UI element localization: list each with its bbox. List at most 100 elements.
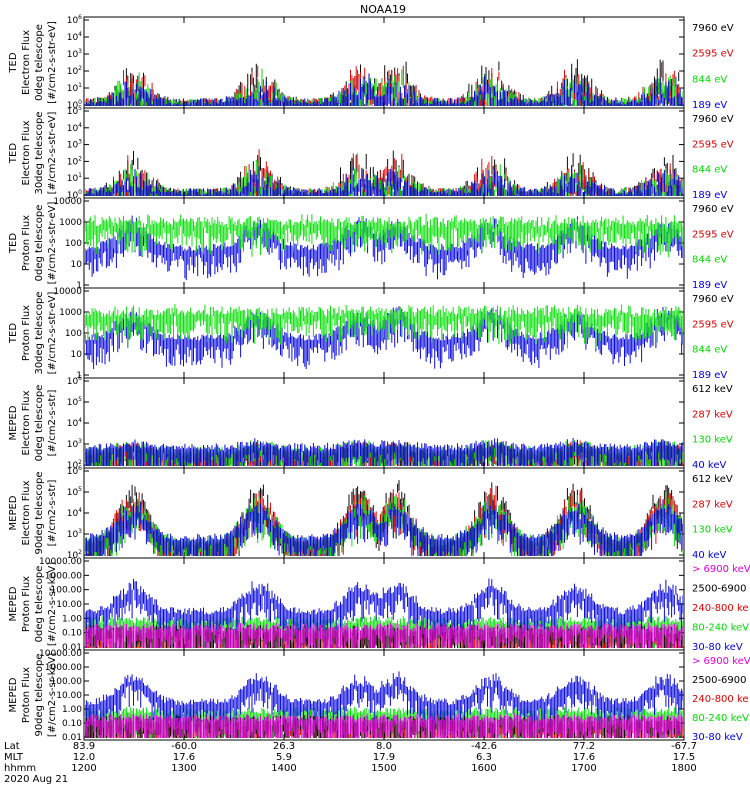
y-axis-label-line: Electron Flux <box>21 120 32 185</box>
tick-exponent: 6 <box>78 465 82 472</box>
y-tick-label: 10000 <box>53 287 82 297</box>
legend-entry: 7960 eV <box>692 294 734 305</box>
y-tick-label: 10 <box>71 260 83 270</box>
y-tick-label: 101 <box>67 82 82 94</box>
y-axis-label-line: TED <box>8 52 19 73</box>
y-axis-label-line: [#/cm2-s-str-eV] <box>47 202 58 285</box>
y-tick-label: 1000 <box>59 218 82 228</box>
y-axis-label-line: Electron Flux <box>21 30 32 95</box>
trace-blue <box>85 73 683 106</box>
trace-blue <box>85 165 683 196</box>
tick-exponent: 1 <box>78 172 82 179</box>
y-tick-label: 102 <box>67 155 82 167</box>
legend-entry: 844 eV <box>692 345 727 356</box>
x-axis-tick-label: 1200 <box>71 763 96 774</box>
tick-exponent: 2 <box>78 549 82 556</box>
x-axis-row-label: MLT <box>4 752 24 763</box>
y-tick-label: 106 <box>67 375 82 387</box>
x-axis-tick-label: 1400 <box>271 763 296 774</box>
y-tick-label: 10.00 <box>56 600 82 610</box>
legend-entry: 189 eV <box>692 190 727 201</box>
legend-entry: 30-80 keV <box>692 642 743 653</box>
legend-entry: 80-240 keV <box>692 713 749 724</box>
y-tick-label: 100 <box>65 329 82 339</box>
legend-entry: 40 keV <box>692 550 726 561</box>
trace-group <box>85 671 683 738</box>
x-axis-tick-label: 17.9 <box>373 752 395 763</box>
legend-entry: 2500-6900 <box>692 675 747 686</box>
y-axis-label-line: [#/cm2-s-sr-keV] <box>47 562 58 646</box>
legend-entry: 130 keV <box>692 525 733 536</box>
legend-entry: 844 eV <box>692 255 727 266</box>
y-axis-label-line: TED <box>8 143 19 164</box>
tick-exponent: 2 <box>78 155 82 162</box>
y-tick-label: 0.01 <box>62 643 82 653</box>
y-axis-label-line: Electron Flux <box>21 390 32 455</box>
y-axis-label-line: MEPED <box>8 677 19 712</box>
x-axis-tick-label: 1800 <box>671 763 696 774</box>
tick-exponent: 5 <box>78 105 82 112</box>
y-tick-label: 1000.00 <box>45 663 82 673</box>
y-axis-label-line: Proton Flux <box>21 215 32 271</box>
panel-ted-p-30: 10000 1000 100 10 1 TED Proton Flux 30deg teles… <box>8 287 734 381</box>
tick-exponent: 4 <box>78 417 82 424</box>
y-axis-label-line: MEPED <box>8 586 19 621</box>
legend-entry: 189 eV <box>692 100 727 111</box>
y-tick-label: 10000.00 <box>39 649 82 659</box>
trace-blue <box>85 578 683 643</box>
legend-entry: > 6900 keV <box>692 564 750 575</box>
y-tick-label: 104 <box>67 507 82 519</box>
y-tick-label: 100 <box>65 239 82 249</box>
y-tick-label: 1000 <box>59 308 82 318</box>
y-tick-label: 104 <box>67 417 82 429</box>
legend-entry: 287 keV <box>692 499 733 510</box>
tick-exponent: 6 <box>78 14 82 21</box>
x-axis-tick-label: 1700 <box>571 763 596 774</box>
legend-entry: 2500-6900 <box>692 584 747 595</box>
legend-entry: 612 keV <box>692 384 733 395</box>
legend-entry: 287 keV <box>692 409 733 420</box>
legend-entry: 40 keV <box>692 460 726 471</box>
x-axis-group: LatMLThhmm83.912.01200-60.017.6130026.35… <box>4 741 697 785</box>
trace-group <box>85 438 683 466</box>
x-axis-tick-label: 17.6 <box>173 752 195 763</box>
y-axis-label-line: [#/cm2-s-sr-keV] <box>47 653 58 737</box>
legend-entry: 2595 eV <box>692 139 734 150</box>
y-tick-label: 100.00 <box>51 677 83 687</box>
y-tick-label: 1000.00 <box>45 571 82 581</box>
y-axis-label-line: TED <box>8 323 19 344</box>
y-tick-label: 0.10 <box>62 629 82 639</box>
tick-exponent: 4 <box>78 122 82 129</box>
x-axis-tick-label: 5.9 <box>276 752 292 763</box>
legend-entry: 130 keV <box>692 435 733 446</box>
y-tick-label: 10 <box>71 350 83 360</box>
trace-group <box>85 304 683 370</box>
tick-exponent: 3 <box>78 438 82 445</box>
tick-exponent: 3 <box>78 48 82 55</box>
legend-entry: 7960 eV <box>692 23 734 34</box>
x-axis-tick-label: 1500 <box>371 763 396 774</box>
trace-green <box>85 304 683 349</box>
trace-group <box>85 59 683 106</box>
trace-green <box>85 214 683 258</box>
y-tick-label: 10000 <box>53 197 82 207</box>
y-axis-label-line: 0deg telescope <box>34 566 45 643</box>
legend-entry: 189 eV <box>692 370 727 381</box>
trace-magenta <box>85 713 683 738</box>
y-axis-label-line: 30deg telescope <box>34 111 45 194</box>
legend-entry: 240-800 ke <box>692 603 749 614</box>
tick-exponent: 5 <box>78 396 82 403</box>
y-tick-label: 103 <box>67 438 82 450</box>
y-axis-label-line: Proton Flux <box>21 667 32 723</box>
x-axis-tick-label: 17.6 <box>573 752 595 763</box>
y-tick-label: 10.00 <box>56 691 82 701</box>
y-tick-label: 105 <box>67 486 82 498</box>
trace-blue <box>85 438 683 466</box>
y-axis-label-line: [#/cm2-s-str-eV] <box>47 292 58 375</box>
y-tick-label: 105 <box>67 396 82 408</box>
y-axis-label-line: TED <box>8 233 19 254</box>
y-tick-label: 0.10 <box>62 719 82 729</box>
y-tick-label: 106 <box>67 14 82 26</box>
